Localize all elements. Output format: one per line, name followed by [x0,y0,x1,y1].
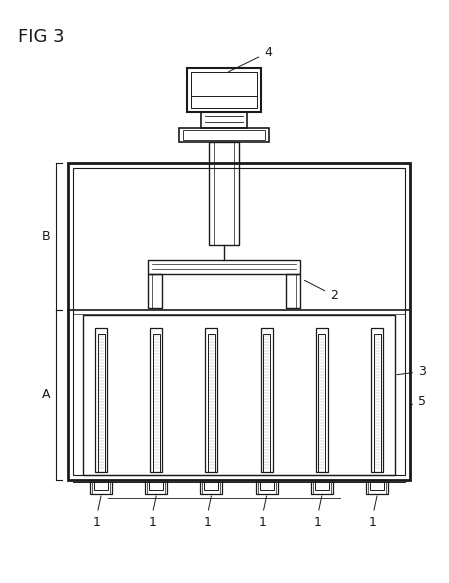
Bar [316,328,328,472]
Text: 5: 5 [410,395,426,408]
Bar [147,482,165,494]
Bar [258,482,276,494]
Bar [97,334,105,472]
Bar [202,482,220,494]
Bar [260,480,273,490]
Bar [187,68,261,112]
Bar [148,274,162,308]
Bar [183,130,265,140]
Bar [191,72,257,108]
Bar [311,480,333,494]
Bar [260,328,273,472]
Text: 1: 1 [203,516,211,529]
Bar [153,334,160,472]
Bar [368,482,386,494]
Text: 3: 3 [397,365,426,378]
Bar [95,328,107,472]
Bar [205,328,217,472]
Bar [201,112,247,128]
Text: 2: 2 [304,280,338,302]
Bar [145,480,167,494]
Text: FIG 3: FIG 3 [18,28,65,46]
Text: 1: 1 [259,516,267,529]
Bar [374,334,380,472]
Bar [73,168,405,475]
Bar [149,480,163,490]
Bar [315,480,329,490]
Text: A: A [41,388,50,402]
Bar [318,334,325,472]
Bar [370,480,384,490]
Bar [92,482,110,494]
Bar [366,480,388,494]
Bar [208,334,215,472]
Bar [313,482,331,494]
Bar [263,334,270,472]
Bar [68,163,410,480]
Bar [209,142,239,245]
Bar [94,480,108,490]
Bar [255,480,277,494]
Bar [150,328,162,472]
Text: 1: 1 [148,516,156,529]
Text: B: B [41,230,50,243]
Bar [200,480,222,494]
Text: 1: 1 [93,516,101,529]
Bar [83,315,395,475]
Bar [148,260,300,274]
Bar [90,480,112,494]
Text: 1: 1 [314,516,322,529]
Text: 4: 4 [229,46,272,72]
Bar [371,328,383,472]
Bar [204,480,218,490]
Text: 1: 1 [369,516,377,529]
Bar [286,274,300,308]
Bar [179,128,269,142]
